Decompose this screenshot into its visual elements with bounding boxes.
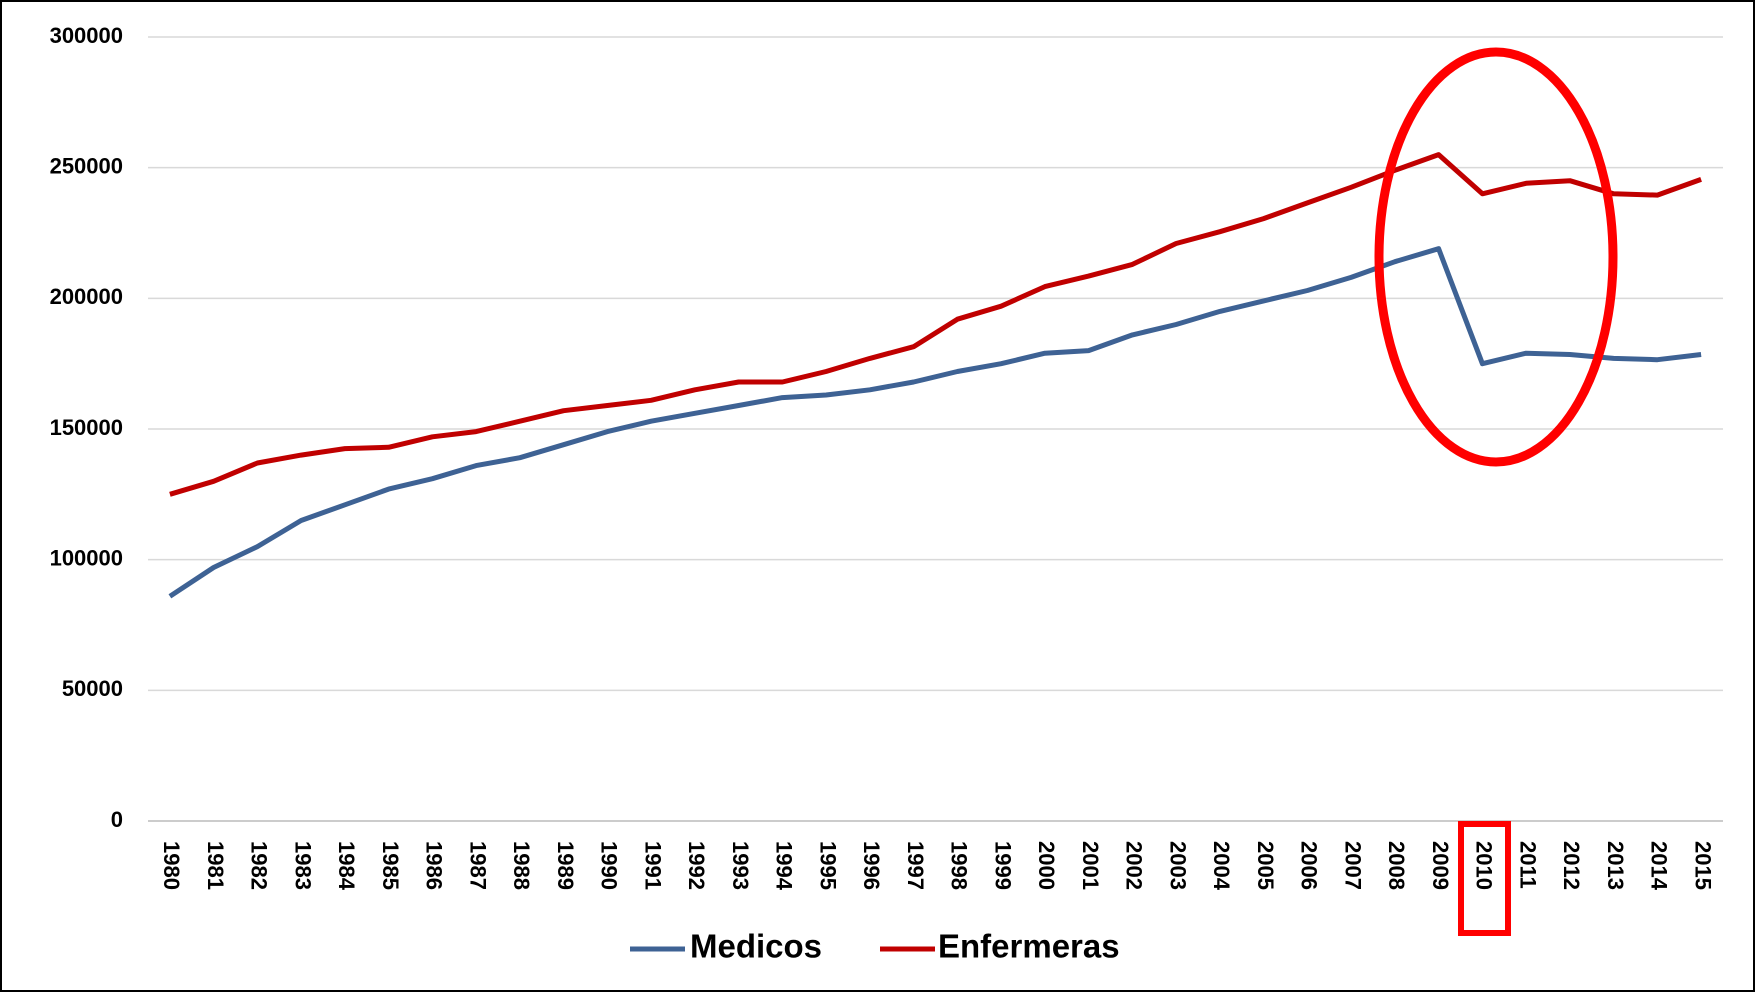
x-tick-label: 1980 <box>159 841 184 890</box>
plot <box>168 152 1702 599</box>
x-tick-label: 1992 <box>684 841 709 890</box>
x-tick-label: 1991 <box>640 841 665 890</box>
x-tick-label: 1988 <box>509 841 534 890</box>
x-tick-label: 2003 <box>1165 841 1190 890</box>
x-tick-label: 1986 <box>422 841 447 890</box>
x-tick-label: 2005 <box>1253 841 1278 890</box>
x-tick-label: 1997 <box>903 841 928 890</box>
highlight-ellipse <box>1374 47 1618 467</box>
x-tick-label: 2009 <box>1428 841 1453 890</box>
x-tick-label: 2011 <box>1515 841 1540 889</box>
y-tick-label: 150000 <box>50 415 123 440</box>
legend-label: Enfermeras <box>938 928 1120 965</box>
x-tick-label: 1985 <box>378 841 403 890</box>
highlight-box <box>1458 821 1511 936</box>
x-tick-label: 1998 <box>947 841 972 890</box>
x-tick-label: 1996 <box>859 841 884 890</box>
x-tick-label: 1995 <box>815 841 840 890</box>
x-tick-label: 1984 <box>334 841 359 891</box>
grid: 0 50000 100000 150000 200000 250000 300000 1980… <box>50 23 1723 891</box>
x-tick-label: 1981 <box>203 841 228 890</box>
x-tick-label: 2007 <box>1340 841 1365 890</box>
x-tick-label: 2012 <box>1559 841 1584 890</box>
x-tick-label: 1990 <box>597 841 622 890</box>
line-series <box>168 246 1702 599</box>
line-series <box>169 152 1702 497</box>
x-tick-label: 2014 <box>1647 841 1672 891</box>
y-tick-label: 0 <box>111 807 123 832</box>
x-tick-label: 1993 <box>728 841 753 890</box>
x-tick-label: 2013 <box>1603 841 1628 890</box>
y-tick-label: 300000 <box>50 23 123 48</box>
x-tick-label: 2015 <box>1690 841 1715 890</box>
x-tick-label: 1983 <box>290 841 315 890</box>
x-tick-label: 1989 <box>553 841 578 890</box>
y-tick-label: 100000 <box>50 545 123 570</box>
y-tick-label: 200000 <box>50 284 123 309</box>
x-tick-label: 2006 <box>1297 841 1322 890</box>
x-tick-label: 1994 <box>772 841 797 891</box>
x-tick-label: 2010 <box>1472 841 1497 890</box>
y-tick-label: 50000 <box>62 676 123 701</box>
y-tick-label: 250000 <box>50 153 123 178</box>
x-tick-label: 2004 <box>1209 841 1234 891</box>
x-tick-label: 2002 <box>1122 841 1147 890</box>
x-tick-label: 2008 <box>1384 841 1409 890</box>
x-tick-label: 1982 <box>247 841 272 890</box>
legend-label: Medicos <box>690 928 822 965</box>
x-tick-label: 1987 <box>465 841 490 890</box>
x-tick-label: 1999 <box>990 841 1015 890</box>
x-tick-label: 2000 <box>1034 841 1059 890</box>
x-tick-label: 2001 <box>1078 841 1103 890</box>
